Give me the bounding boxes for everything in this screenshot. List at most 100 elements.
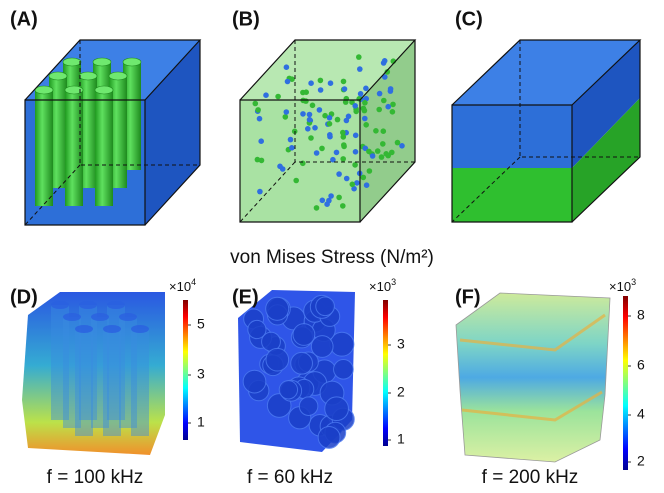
particle: [314, 205, 320, 211]
particle: [395, 140, 401, 146]
particle: [327, 115, 333, 121]
stress-plot-f: [456, 293, 610, 462]
particle: [305, 126, 311, 132]
sphere: [291, 352, 313, 374]
sphere: [279, 381, 297, 399]
particle: [356, 54, 362, 60]
multiplier-exponent: 4: [191, 277, 196, 287]
colorbar-multiplier: ×103: [609, 277, 636, 294]
sphere: [293, 324, 315, 346]
particle: [341, 144, 347, 150]
particle: [320, 198, 326, 204]
particle: [379, 154, 385, 160]
particle: [363, 86, 369, 92]
colorbar-tick-label: 6: [637, 357, 645, 373]
particle: [377, 91, 383, 97]
particle: [385, 153, 391, 159]
particle: [344, 96, 350, 102]
cylinder-cap: [63, 313, 81, 321]
sphere: [299, 397, 318, 416]
particle: [259, 158, 265, 164]
particle: [289, 145, 295, 151]
particle: [353, 149, 359, 155]
figure: (A) (B) (C) von Mises Stress (N/m²) (D)×…: [0, 0, 664, 493]
particle: [344, 176, 350, 182]
colorbar-tick-label: 3: [197, 366, 205, 382]
frequency-caption: f = 100 kHz: [47, 467, 144, 488]
particle: [340, 203, 346, 209]
cylinder-cap: [93, 58, 111, 66]
panel-label: (E): [232, 286, 259, 308]
cylinder-cap: [109, 72, 127, 80]
cylinder: [131, 329, 149, 436]
stress-title: von Mises Stress (N/m²): [230, 247, 434, 268]
particle: [307, 117, 313, 123]
cylinder-cap: [95, 86, 113, 94]
particle: [303, 89, 309, 95]
particle: [352, 162, 358, 168]
cylinder: [75, 329, 93, 436]
sphere: [266, 297, 289, 320]
panel-label: (A): [10, 8, 38, 30]
cylinder-cap: [123, 58, 141, 66]
particle: [399, 143, 405, 149]
particle: [335, 117, 341, 123]
particle: [358, 91, 364, 97]
cube-b: [240, 40, 415, 222]
cylinder-cap: [91, 313, 109, 321]
sphere: [311, 336, 333, 358]
particle: [263, 92, 269, 98]
colorbar-tick-label: 2: [397, 384, 405, 400]
cylinder-cap: [131, 325, 149, 333]
particle: [353, 133, 359, 139]
particle: [327, 132, 333, 138]
particle: [257, 189, 263, 195]
particle: [275, 94, 281, 100]
particle: [284, 64, 290, 70]
particle: [253, 101, 259, 107]
particle: [362, 116, 368, 122]
particle: [319, 146, 325, 152]
particle: [385, 104, 391, 110]
colorbar: [623, 296, 628, 470]
particle: [390, 109, 396, 115]
particle: [340, 156, 346, 162]
particle: [283, 114, 289, 120]
particle: [328, 193, 334, 199]
particle: [344, 118, 350, 124]
sphere: [318, 426, 340, 448]
cylinder: [35, 90, 53, 206]
multiplier-exponent: 3: [631, 277, 636, 287]
particle: [318, 78, 324, 84]
colorbar-tick-label: 3: [397, 336, 405, 352]
particle: [300, 111, 306, 117]
particle: [255, 107, 261, 113]
particle: [362, 108, 368, 114]
sphere: [334, 359, 354, 379]
colorbar-tick-label: 5: [197, 316, 205, 332]
particle: [341, 79, 347, 85]
particle: [342, 86, 348, 92]
particle: [381, 60, 387, 66]
particle: [350, 182, 356, 188]
cylinder-cap: [75, 325, 93, 333]
particle: [357, 66, 363, 72]
multiplier-exponent: 3: [391, 277, 396, 287]
panel-label: (B): [232, 8, 260, 30]
particle: [328, 80, 334, 86]
particle: [314, 150, 320, 156]
colorbar-tick-label: 2: [637, 453, 645, 469]
cylinder-cap: [79, 72, 97, 80]
particle: [307, 112, 313, 118]
colorbar: [183, 300, 188, 440]
particle: [367, 168, 373, 174]
colorbar: [383, 300, 388, 446]
particle: [352, 103, 358, 109]
particle: [388, 86, 394, 92]
frequency-caption: f = 60 kHz: [247, 467, 333, 488]
panel-label: (C): [455, 8, 483, 30]
colorbar-tick-label: 4: [637, 406, 645, 422]
particle: [310, 103, 316, 109]
particle: [334, 150, 340, 156]
particle: [381, 98, 387, 104]
